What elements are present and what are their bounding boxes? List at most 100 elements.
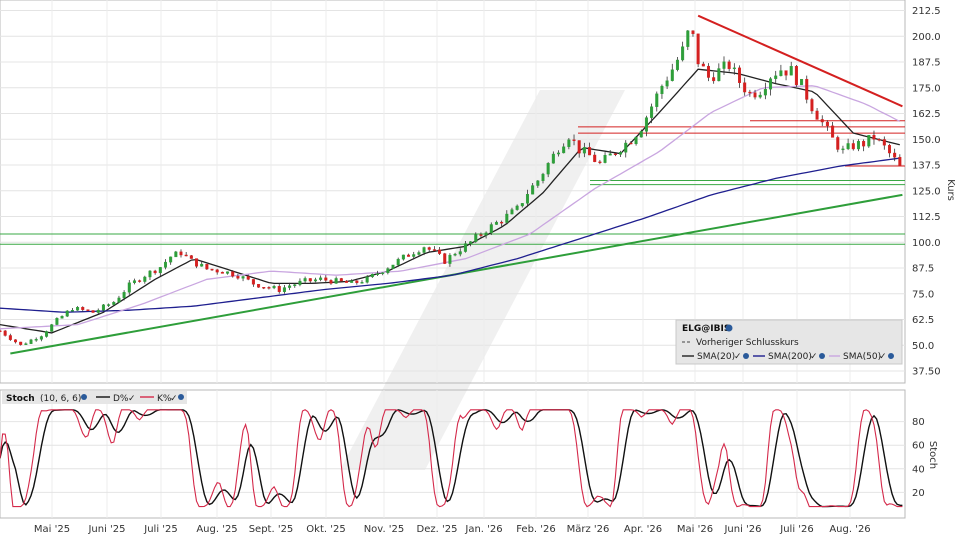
candle-body xyxy=(313,279,317,282)
candle-body xyxy=(691,30,695,35)
globe-icon[interactable] xyxy=(888,353,894,359)
legend-symbol: ELG@IBIS xyxy=(682,324,730,334)
candle-body xyxy=(665,80,669,87)
y-tick-label: 75.0 xyxy=(912,289,934,300)
globe-icon[interactable] xyxy=(743,353,749,359)
candle-body xyxy=(520,203,524,207)
check-icon[interactable]: ✓ xyxy=(810,352,818,362)
globe-icon[interactable] xyxy=(819,353,825,359)
y-tick-label: 112.5 xyxy=(912,212,941,223)
legend-sma20: SMA(20) xyxy=(697,352,735,362)
candle-body xyxy=(474,234,478,242)
candle-body xyxy=(163,261,167,268)
x-tick-label: Mai '26 xyxy=(677,524,713,535)
candle-body xyxy=(748,91,752,94)
candle-body xyxy=(432,249,436,251)
candle-body xyxy=(401,254,405,260)
candle-body xyxy=(743,82,747,93)
candle-body xyxy=(169,256,173,263)
candle-body xyxy=(3,330,7,336)
x-tick-label: Aug. '25 xyxy=(196,524,237,535)
candle-body xyxy=(717,68,721,82)
globe-icon[interactable] xyxy=(725,324,733,332)
candle-body xyxy=(867,135,871,147)
x-tick-label: Dez. '25 xyxy=(417,524,458,535)
legend-previous-close: Vorheriger Schlusskurs xyxy=(696,338,799,348)
candle-body xyxy=(494,221,498,225)
candle-body xyxy=(107,304,111,306)
y-tick-label: 125.0 xyxy=(912,186,941,197)
candle-body xyxy=(877,139,881,141)
check-icon[interactable]: ✓ xyxy=(879,352,887,362)
candle-body xyxy=(489,224,493,234)
candle-body xyxy=(370,273,374,278)
candle-body xyxy=(820,119,824,123)
x-tick-label: Okt. '25 xyxy=(306,524,345,535)
candle-body xyxy=(226,271,230,274)
candle-body xyxy=(851,143,855,150)
stoch-y-tick-label: 60 xyxy=(912,441,925,452)
y-tick-label: 137.5 xyxy=(912,161,941,172)
legend-sma50: SMA(50) xyxy=(843,352,881,362)
globe-icon[interactable] xyxy=(81,394,87,400)
candle-body xyxy=(422,247,426,253)
candle-body xyxy=(81,307,85,310)
stoch-line xyxy=(0,409,903,508)
x-tick-label: Sept. '25 xyxy=(249,524,294,535)
candle-body xyxy=(815,110,819,120)
candle-body xyxy=(794,66,798,86)
candle-body xyxy=(448,254,452,264)
check-icon[interactable]: ✓ xyxy=(734,352,742,362)
candle-body xyxy=(76,307,80,311)
candle-body xyxy=(670,69,674,81)
candle-body xyxy=(567,139,571,147)
candle-body xyxy=(758,94,762,98)
candle-body xyxy=(0,330,2,333)
candle-body xyxy=(515,205,519,210)
x-tick-label: Mai '25 xyxy=(34,524,70,535)
x-tick-label: Jan. '26 xyxy=(464,524,502,535)
candle-body xyxy=(505,213,509,223)
globe-icon[interactable] xyxy=(178,394,184,400)
candle-body xyxy=(158,267,162,274)
candle-body xyxy=(143,276,147,282)
sma-line xyxy=(0,68,900,334)
candle-body xyxy=(862,140,866,147)
candle-body xyxy=(376,273,380,275)
candle-body xyxy=(557,152,561,155)
stoch-title: Stoch xyxy=(6,394,35,404)
candle-body xyxy=(469,241,473,244)
check-icon[interactable]: ✓ xyxy=(128,394,136,404)
candle-body xyxy=(588,147,592,156)
candle-body xyxy=(220,271,224,274)
y-tick-label: 187.5 xyxy=(912,58,941,69)
candle-body xyxy=(195,258,199,267)
candle-body xyxy=(856,140,860,150)
candle-body xyxy=(846,143,850,150)
candle-body xyxy=(251,279,255,285)
candle-body xyxy=(148,270,152,278)
candle-body xyxy=(572,139,576,141)
candle-body xyxy=(257,284,261,288)
stoch-panel xyxy=(0,389,906,519)
candle-body xyxy=(800,78,804,86)
candle-body xyxy=(639,131,643,138)
candle-body xyxy=(24,343,28,345)
candle-body xyxy=(153,270,157,274)
candle-body xyxy=(334,278,338,284)
candle-body xyxy=(138,280,142,282)
candle-body xyxy=(727,61,731,70)
price-y-axis: 212.5 200.0 187.5 175.0 162.5 150.0 137.5 125.0… xyxy=(912,6,941,378)
candle-body xyxy=(96,309,100,313)
candle-body xyxy=(712,77,716,82)
candle-body xyxy=(836,137,840,150)
x-tick-label: Juni '26 xyxy=(723,524,761,535)
candle-body xyxy=(753,92,757,98)
candle-body xyxy=(101,304,105,311)
legend-d: D% xyxy=(113,394,129,404)
support-resistance-levels xyxy=(0,120,905,245)
candle-body xyxy=(386,268,390,273)
check-icon[interactable]: ✓ xyxy=(170,394,178,404)
candle-body xyxy=(619,152,623,155)
candle-body xyxy=(774,75,778,79)
